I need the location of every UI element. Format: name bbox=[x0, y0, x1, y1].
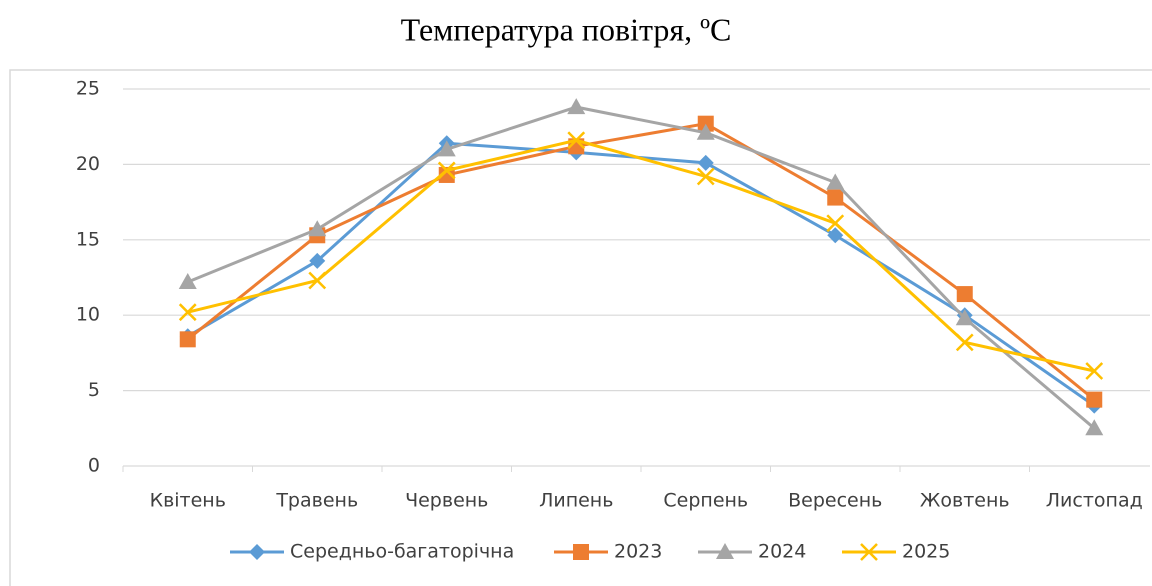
marker bbox=[1086, 391, 1103, 408]
series-line bbox=[187, 105, 1096, 430]
x-tick-label: Серпень bbox=[663, 490, 748, 512]
marker bbox=[309, 252, 326, 269]
marker bbox=[573, 544, 589, 560]
y-tick-label: 15 bbox=[76, 228, 100, 250]
marker bbox=[179, 331, 196, 348]
legend-label: Середньо-багаторічна bbox=[290, 541, 514, 563]
y-tick-label: 5 bbox=[88, 379, 100, 401]
y-tick-label: 0 bbox=[88, 455, 100, 477]
marker bbox=[567, 98, 586, 115]
legend-item: Середньо-багаторічна bbox=[230, 541, 514, 563]
y-tick-label: 20 bbox=[76, 153, 100, 175]
marker bbox=[826, 173, 845, 190]
legend-label: 2025 bbox=[902, 541, 950, 563]
marker bbox=[716, 543, 734, 559]
marker bbox=[437, 140, 456, 157]
legend-label: 2023 bbox=[614, 541, 662, 563]
series-line bbox=[187, 138, 1095, 373]
marker bbox=[696, 167, 715, 186]
marker bbox=[1085, 362, 1104, 380]
x-tick-label: Квітень bbox=[150, 490, 226, 512]
marker bbox=[697, 154, 714, 171]
x-tick-label: Жовтень bbox=[920, 490, 1010, 512]
marker bbox=[826, 214, 845, 233]
marker bbox=[437, 161, 456, 180]
series-line bbox=[186, 122, 1096, 401]
marker bbox=[697, 115, 714, 132]
x-tick-label: Липень bbox=[539, 490, 613, 512]
marker bbox=[955, 309, 974, 326]
chart-title: Температура повітря, ºС bbox=[401, 11, 732, 47]
legend-item: 2024 bbox=[698, 541, 806, 563]
marker bbox=[567, 131, 586, 150]
marker bbox=[1085, 419, 1104, 436]
legend-label: 2024 bbox=[758, 541, 806, 563]
marker bbox=[249, 544, 265, 560]
marker bbox=[308, 220, 327, 237]
x-tick-label: Травень bbox=[275, 490, 358, 512]
marker bbox=[308, 271, 327, 290]
chart-frame bbox=[9, 69, 1152, 586]
legend-item: 2025 bbox=[842, 541, 950, 563]
marker bbox=[860, 543, 878, 561]
marker bbox=[178, 303, 197, 322]
marker bbox=[956, 286, 973, 303]
x-tick-label: Червень bbox=[405, 490, 488, 512]
marker bbox=[178, 273, 197, 290]
marker bbox=[827, 227, 844, 244]
y-tick-label: 10 bbox=[76, 304, 100, 326]
marker bbox=[827, 189, 844, 206]
y-tick-label: 25 bbox=[76, 78, 100, 100]
marker bbox=[955, 333, 974, 352]
legend-item: 2023 bbox=[554, 541, 662, 563]
x-tick-label: Листопад bbox=[1046, 490, 1143, 512]
marker bbox=[696, 123, 715, 140]
x-tick-label: Вересень bbox=[788, 490, 882, 512]
